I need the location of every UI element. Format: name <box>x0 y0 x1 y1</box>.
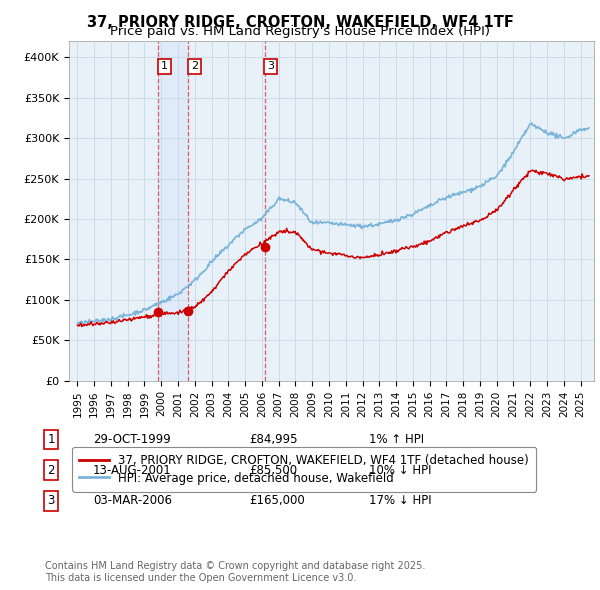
Bar <box>158 41 188 381</box>
Text: 3: 3 <box>267 61 274 71</box>
Text: 1: 1 <box>161 61 168 71</box>
Text: £165,000: £165,000 <box>249 494 305 507</box>
Text: 29-OCT-1999: 29-OCT-1999 <box>93 433 171 446</box>
Text: 1: 1 <box>47 433 55 446</box>
Text: 2: 2 <box>191 61 198 71</box>
Legend: 37, PRIORY RIDGE, CROFTON, WAKEFIELD, WF4 1TF (detached house), HPI: Average pri: 37, PRIORY RIDGE, CROFTON, WAKEFIELD, WF… <box>72 447 536 491</box>
Text: 13-AUG-2001: 13-AUG-2001 <box>93 464 172 477</box>
Text: Price paid vs. HM Land Registry's House Price Index (HPI): Price paid vs. HM Land Registry's House … <box>110 25 490 38</box>
Text: 17% ↓ HPI: 17% ↓ HPI <box>369 494 431 507</box>
Text: 37, PRIORY RIDGE, CROFTON, WAKEFIELD, WF4 1TF: 37, PRIORY RIDGE, CROFTON, WAKEFIELD, WF… <box>86 15 514 30</box>
Text: Contains HM Land Registry data © Crown copyright and database right 2025.
This d: Contains HM Land Registry data © Crown c… <box>45 561 425 583</box>
Text: £85,500: £85,500 <box>249 464 297 477</box>
Text: 1% ↑ HPI: 1% ↑ HPI <box>369 433 424 446</box>
Text: 10% ↓ HPI: 10% ↓ HPI <box>369 464 431 477</box>
Text: 2: 2 <box>47 464 55 477</box>
Text: 03-MAR-2006: 03-MAR-2006 <box>93 494 172 507</box>
Text: 3: 3 <box>47 494 55 507</box>
Text: £84,995: £84,995 <box>249 433 298 446</box>
